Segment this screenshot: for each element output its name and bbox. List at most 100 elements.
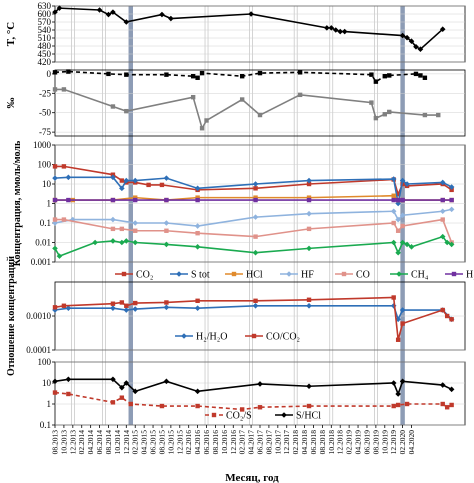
data-point [387, 73, 392, 78]
data-point [92, 239, 98, 246]
data-point [164, 197, 169, 203]
data-point [257, 112, 263, 118]
data-point [286, 271, 292, 277]
data-point [306, 177, 312, 184]
series-line [54, 378, 452, 397]
data-point [451, 271, 457, 277]
legend-label: S/HCl [296, 411, 321, 422]
x-tick-label: 04.2014 [86, 430, 95, 455]
data-point [418, 73, 423, 78]
data-point [387, 109, 392, 115]
data-point [190, 74, 196, 79]
data-point [390, 239, 397, 246]
data-point [66, 197, 71, 203]
chart-panel-4: 0.0010 0.0001 Отношение концентраций H₂/H₂O… [6, 256, 466, 376]
data-point [373, 115, 379, 121]
data-point [422, 112, 428, 118]
x-axis: 08.2013 10.2013 12.2013 02.2014 04.2014 06.20… [51, 425, 416, 455]
data-point [123, 238, 130, 244]
data-point [168, 15, 174, 22]
legend-label: H₂ [466, 270, 474, 281]
y-tick-label: 10 [42, 179, 52, 189]
data-point [211, 412, 217, 418]
x-tick-label: 08.2016 [211, 430, 220, 455]
x-tick-label: 02.2020 [398, 430, 407, 455]
series-CH₄ [52, 233, 455, 259]
data-point [121, 271, 127, 277]
series-CO/CO₂ [52, 295, 454, 342]
data-point [449, 402, 454, 408]
x-tick-label: 10.2013 [59, 430, 68, 455]
legend-label: CO₂ [136, 270, 153, 281]
x-tick-label: 02.2016 [184, 430, 193, 455]
data-point [390, 302, 397, 309]
data-point [252, 214, 259, 220]
y-tick-label: 540 [38, 25, 52, 35]
series-S/HCl [52, 376, 455, 397]
data-point [306, 195, 312, 200]
data-point [395, 391, 401, 397]
y-tick-label: 0.1 [40, 420, 51, 430]
series-δD [52, 87, 441, 131]
data-point [159, 11, 165, 18]
data-point [119, 300, 125, 305]
x-tick-label: 10.2017 [273, 430, 282, 455]
data-point [444, 405, 450, 410]
data-point [440, 217, 445, 222]
x-tick-label: 02.2019 [345, 430, 354, 455]
data-point [61, 303, 67, 308]
data-point [253, 298, 258, 303]
data-point [52, 9, 58, 15]
data-point [382, 112, 387, 117]
data-point [306, 297, 312, 302]
data-point [324, 25, 330, 31]
data-point [306, 210, 312, 217]
data-point [124, 303, 129, 308]
data-point [252, 302, 259, 309]
y-tick-label: 0.1 [40, 218, 51, 228]
y-tick-label: 450 [38, 49, 52, 59]
y-tick-label: 480 [38, 41, 52, 51]
data-point [400, 321, 405, 326]
data-point [395, 216, 401, 223]
data-point [110, 376, 116, 383]
y-tick-label: 0.01 [35, 238, 51, 248]
data-point [297, 70, 303, 75]
data-point [391, 295, 396, 300]
x-tick-label: 10.2014 [113, 430, 122, 455]
data-point [306, 245, 312, 252]
y-axis-label: ‰ [5, 98, 17, 109]
x-tick-label: 04.2018 [300, 430, 309, 455]
data-point [448, 206, 455, 213]
y-tick-label: 570 [38, 17, 52, 27]
data-point [448, 241, 455, 248]
data-point [306, 226, 312, 232]
y-tick-label: 630 [38, 1, 52, 11]
data-point [281, 412, 287, 418]
x-tick-label: 02.2015 [131, 430, 140, 455]
data-point [422, 75, 428, 80]
data-point [369, 100, 374, 105]
data-point [195, 298, 200, 303]
data-point [176, 271, 182, 277]
data-point [110, 104, 116, 109]
data-point [52, 175, 58, 181]
data-point [96, 7, 103, 13]
data-point [128, 401, 133, 407]
data-point [390, 208, 397, 215]
x-axis-title: Месяц, год [225, 472, 279, 483]
data-point [132, 177, 139, 184]
series-line [55, 88, 439, 131]
data-point [253, 234, 258, 239]
data-point [164, 228, 169, 233]
series-H₂ [52, 197, 454, 203]
x-tick-label: 12.2015 [175, 430, 184, 455]
y-tick-label: 1 [47, 199, 52, 209]
data-point [190, 94, 196, 100]
x-tick-label: 04.2017 [247, 430, 256, 455]
x-tick-label: 04.2015 [140, 430, 149, 455]
data-point [399, 32, 406, 39]
data-point [132, 306, 139, 312]
y-tick-label: 100 [38, 357, 52, 367]
